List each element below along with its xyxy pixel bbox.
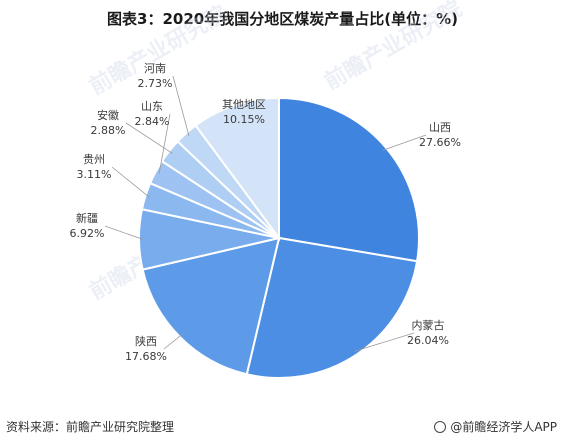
leader-line bbox=[354, 332, 415, 352]
leader-line bbox=[172, 75, 190, 137]
leader-line bbox=[104, 225, 144, 240]
watermark-text: 前瞻产业研究院 bbox=[320, 0, 466, 95]
brand-logo-icon bbox=[434, 421, 447, 433]
slice-name-label: 山西 bbox=[429, 121, 451, 134]
slice-value-label: 2.88% bbox=[91, 124, 126, 137]
slice-name-label: 其他地区 bbox=[222, 98, 266, 111]
source-note: 资料来源：前瞻产业研究院整理 bbox=[6, 420, 175, 434]
slice-name-label: 河南 bbox=[144, 62, 166, 75]
leader-lines bbox=[104, 75, 427, 352]
slice-value-label: 26.04% bbox=[407, 334, 449, 347]
slice-name-label: 贵州 bbox=[83, 153, 105, 166]
pie-slices bbox=[138, 96, 420, 379]
pie-slice bbox=[141, 236, 281, 376]
slice-value-label: 17.68% bbox=[125, 350, 167, 363]
leader-line bbox=[163, 333, 183, 350]
pie-slice bbox=[245, 236, 419, 379]
slice-name-label: 安徽 bbox=[97, 108, 119, 122]
leader-line bbox=[111, 166, 150, 198]
slice-value-label: 3.11% bbox=[77, 168, 112, 181]
brand-note: @前瞻经济学人APP bbox=[434, 418, 557, 435]
slice-name-label: 山东 bbox=[141, 100, 163, 113]
slice-value-label: 27.66% bbox=[419, 136, 461, 149]
slice-labels: 山西 27.66% 内蒙古 26.04% 陕西 17.68% 新疆 6.92% 贵州 3.11% 山… bbox=[70, 62, 461, 363]
slice-value-label: 2.73% bbox=[138, 77, 173, 90]
leader-line bbox=[158, 113, 171, 174]
slice-name-label: 新疆 bbox=[76, 211, 98, 225]
brand-text: @前瞻经济学人APP bbox=[450, 420, 557, 434]
pie-slice bbox=[278, 96, 420, 263]
leader-line bbox=[125, 122, 173, 154]
slice-name-label: 内蒙古 bbox=[412, 318, 445, 332]
slice-name-label: 陕西 bbox=[135, 334, 157, 348]
chart-title: 图表3：2020年我国分地区煤炭产量占比(单位：%) bbox=[107, 10, 458, 28]
slice-value-label: 6.92% bbox=[70, 227, 105, 240]
slice-value-label: 2.84% bbox=[135, 115, 170, 128]
leader-line bbox=[382, 134, 427, 151]
slice-value-label: 10.15% bbox=[223, 113, 265, 126]
pie-slice bbox=[194, 96, 280, 242]
